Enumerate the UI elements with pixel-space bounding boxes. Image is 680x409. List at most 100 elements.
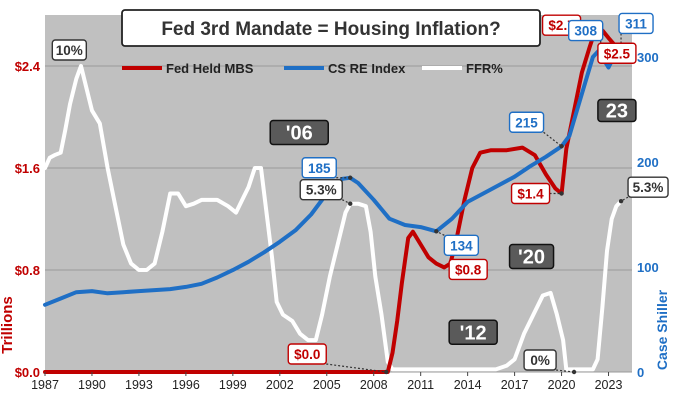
annotation-callout: '06 (269, 119, 329, 146)
annotation-arrow (620, 196, 629, 202)
annotation-callout: '12 (448, 319, 498, 345)
annotation-label: 0% (530, 353, 550, 368)
annotation-arrow (436, 230, 445, 236)
annotation-label: 10% (56, 43, 83, 58)
annotation-box (448, 258, 488, 281)
legend-item-ffr: FFR% (422, 61, 503, 76)
legend-item-cs-re-index: CS RE Index (284, 61, 406, 76)
annotation-label: 5.3% (306, 183, 337, 198)
x-tick-label: 1993 (125, 378, 153, 392)
right-axis-label: Case Shiller (654, 289, 670, 370)
x-tick-label: 2011 (407, 378, 434, 392)
right-tick-label: 200 (637, 155, 659, 170)
legend-item-fed-held-mbs: Fed Held MBS (122, 61, 254, 76)
x-tick-label: 2020 (548, 378, 576, 392)
annotation-label: 134 (450, 238, 473, 253)
legend-label: CS RE Index (328, 61, 406, 76)
left-tick-label: $0.0 (15, 365, 40, 380)
right-tick-label: 0 (637, 365, 644, 380)
annotation-arrowhead (348, 201, 353, 206)
annotations: 10%$2.7 308 311$2.523'061855.3%215$1.4'201… (51, 12, 669, 375)
annotation-arrow (556, 369, 575, 373)
x-tick-label: 2008 (360, 378, 388, 392)
annotation-callout: 311 (618, 12, 654, 48)
annotation-callout: 5.3% (299, 178, 353, 206)
annotation-label: '06 (286, 123, 313, 145)
annotation-callout: 134 (434, 229, 480, 257)
chart-title-text: Fed 3rd Mandate = Housing Inflation? (161, 19, 500, 40)
annotation-arrowhead (384, 369, 389, 375)
legend-label: FFR% (466, 61, 503, 76)
left-axis-label: Trillions (0, 296, 16, 354)
x-tick-label: 1987 (31, 378, 59, 392)
annotation-callout: 185 (301, 157, 353, 180)
annotation-box (443, 234, 480, 257)
annotation-label: $0.8 (455, 262, 482, 277)
annotation-arrowhead (559, 191, 564, 196)
x-axis-ticks: 1987 1990 1993 1996 1999 2002 2005 2008 2011 2014… (31, 372, 622, 392)
chart-title: Fed 3rd Mandate = Housing Inflation? (121, 9, 541, 47)
annotation-label: 311 (625, 16, 647, 31)
annotation-box (627, 176, 669, 198)
x-tick-label: 2023 (595, 378, 623, 392)
annotation-arrowhead (571, 369, 577, 375)
series-line-cs-re-index (43, 43, 623, 307)
left-axis-ticks: $0.0 $0.8 $1.6 $2.4 (15, 59, 41, 380)
annotation-label: 215 (515, 115, 538, 130)
annotation-box (448, 319, 498, 345)
annotation-callout: 23 (597, 98, 637, 123)
annotation-label: 23 (606, 101, 628, 123)
annotation-arrowhead (559, 144, 564, 149)
series-line-fed-held-mbs (43, 25, 623, 374)
x-tick-label: 1999 (219, 378, 247, 392)
annotation-box (618, 12, 654, 35)
right-tick-label: 300 (637, 50, 659, 65)
right-tick-label: 100 (637, 260, 659, 275)
annotation-callout: 5.3% (618, 176, 669, 204)
annotation-box (287, 343, 327, 365)
x-tick-label: 2014 (454, 378, 482, 392)
annotation-box (510, 182, 551, 205)
annotation-box (597, 42, 637, 64)
annotation-callout: $1.4 (510, 182, 564, 205)
annotation-box (523, 349, 557, 371)
x-tick-label: 1990 (78, 378, 106, 392)
annotation-callout: 10% (51, 39, 88, 61)
annotation-box (301, 157, 337, 179)
x-tick-label: 2017 (501, 378, 529, 392)
annotation-label: '12 (460, 322, 487, 344)
annotation-box (508, 243, 555, 270)
annotation-callout: $0.8 (448, 258, 488, 281)
annotation-label: 308 (574, 24, 597, 39)
annotation-arrowhead (434, 229, 439, 234)
left-tick-label: $1.6 (15, 161, 40, 176)
right-axis-ticks: 0 100 200 300 (637, 50, 659, 380)
annotation-label: $0.0 (294, 347, 320, 362)
annotation-callout: '20 (508, 243, 555, 270)
left-tick-label: $0.8 (15, 263, 40, 278)
annotation-label: 5.3% (633, 180, 664, 195)
annotation-label: 185 (308, 161, 331, 176)
annotation-box (508, 111, 545, 133)
left-tick-label: $2.4 (15, 59, 41, 74)
annotation-label: $2.5 (604, 46, 631, 61)
annotation-callout: 0% (523, 349, 577, 375)
annotation-box (269, 119, 329, 146)
annotation-arrowhead (348, 175, 353, 180)
annotation-box (567, 19, 604, 42)
annotation-callout: 215 (508, 111, 564, 149)
annotation-box (51, 39, 88, 61)
annotation-box (597, 98, 637, 123)
annotation-label: '20 (518, 247, 545, 269)
annotation-callout: $0.0 (287, 343, 389, 375)
x-tick-label: 2002 (266, 378, 294, 392)
annotation-box (299, 178, 343, 201)
annotation-label: $1.4 (517, 187, 544, 202)
legend-label: Fed Held MBS (166, 61, 254, 76)
series-line-ffr (43, 64, 623, 372)
annotation-callout: $2.5 (597, 42, 637, 64)
x-tick-label: 1996 (172, 378, 200, 392)
legend: Fed Held MBS CS RE Index FFR% (122, 61, 503, 76)
x-tick-label: 2005 (313, 378, 341, 392)
